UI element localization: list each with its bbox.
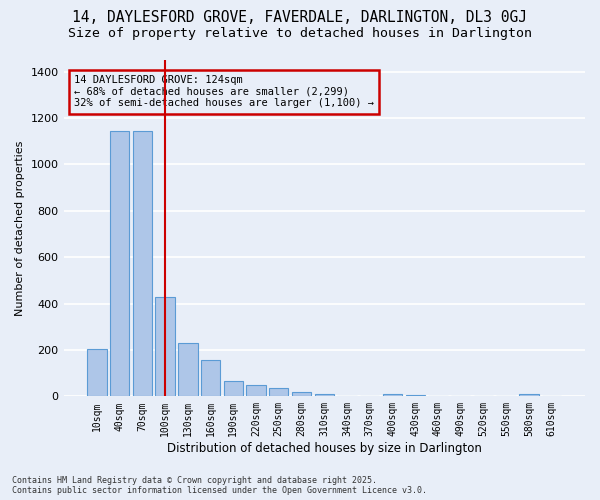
Text: Contains HM Land Registry data © Crown copyright and database right 2025.
Contai: Contains HM Land Registry data © Crown c… xyxy=(12,476,427,495)
Bar xyxy=(519,394,539,396)
Text: 14, DAYLESFORD GROVE, FAVERDALE, DARLINGTON, DL3 0GJ: 14, DAYLESFORD GROVE, FAVERDALE, DARLING… xyxy=(73,10,527,25)
Bar xyxy=(406,395,425,396)
Bar xyxy=(247,384,266,396)
Bar xyxy=(133,130,152,396)
X-axis label: Distribution of detached houses by size in Darlington: Distribution of detached houses by size … xyxy=(167,442,482,455)
Bar xyxy=(292,392,311,396)
Bar xyxy=(110,130,130,396)
Bar xyxy=(269,388,289,396)
Bar xyxy=(178,344,197,396)
Bar xyxy=(201,360,220,396)
Bar xyxy=(87,349,107,397)
Bar xyxy=(155,296,175,396)
Bar xyxy=(383,394,402,396)
Bar xyxy=(314,394,334,396)
Y-axis label: Number of detached properties: Number of detached properties xyxy=(15,140,25,316)
Bar xyxy=(224,382,243,396)
Text: Size of property relative to detached houses in Darlington: Size of property relative to detached ho… xyxy=(68,28,532,40)
Text: 14 DAYLESFORD GROVE: 124sqm
← 68% of detached houses are smaller (2,299)
32% of : 14 DAYLESFORD GROVE: 124sqm ← 68% of det… xyxy=(74,75,374,108)
